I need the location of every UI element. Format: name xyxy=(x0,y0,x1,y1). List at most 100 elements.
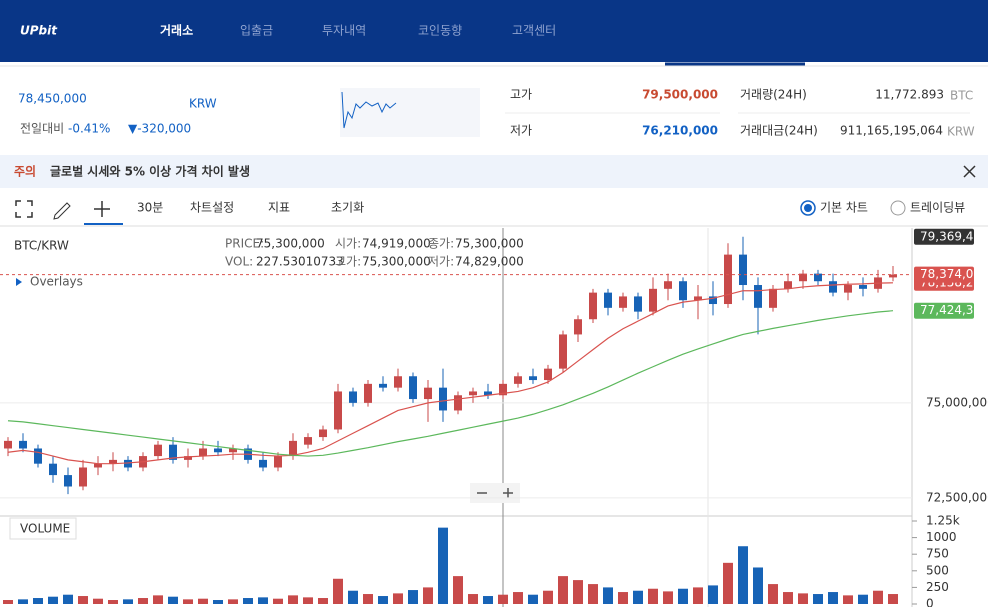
settings-menu[interactable]: 차트설정 xyxy=(190,201,234,215)
volume-bar xyxy=(63,594,73,604)
interval-menu[interactable]: 30분 xyxy=(137,201,163,215)
radio-tradingview[interactable] xyxy=(890,200,906,216)
volume-bar xyxy=(783,592,793,604)
moving-average xyxy=(7,310,894,457)
nav-item[interactable]: 고객센터 xyxy=(512,24,556,38)
volume-bar xyxy=(888,594,898,604)
volume-bar xyxy=(153,595,163,604)
y-tick-label: 75,000,000 xyxy=(926,395,988,409)
change-label: 전일대비 xyxy=(20,122,64,136)
candle-body xyxy=(829,281,837,293)
notice-text: 글로벌 시세와 5% 이상 가격 차이 발생 xyxy=(50,164,250,179)
candle-body xyxy=(259,459,267,468)
candle-body xyxy=(679,281,687,301)
candle-body xyxy=(334,391,342,430)
high-value: 79,500,000 xyxy=(642,88,718,102)
volume-bar xyxy=(168,596,178,604)
value-value: 911,165,195,064 xyxy=(840,124,943,138)
candle-body xyxy=(49,463,57,476)
volume-unit: BTC xyxy=(950,89,973,103)
volume-bar xyxy=(633,590,643,604)
legend-value: 227.53010733 xyxy=(256,255,344,269)
candle-body xyxy=(199,448,207,457)
radio-dot xyxy=(804,204,812,212)
change-amount: ▼-320,000 xyxy=(128,122,191,136)
volume-bar xyxy=(723,562,733,604)
volume-bar xyxy=(603,587,613,604)
vol-tick-label: 500 xyxy=(926,563,949,577)
candle-body xyxy=(229,448,237,453)
candle-body xyxy=(289,440,297,457)
volume-bar xyxy=(843,595,853,604)
candle-body xyxy=(574,319,582,335)
legend-value: 75,300,000 xyxy=(455,237,524,251)
volume-bar xyxy=(408,590,418,604)
vol-tick-label: 250 xyxy=(926,580,949,594)
volume-bar xyxy=(468,594,478,604)
candle-body xyxy=(454,395,462,411)
legend-label: VOL: xyxy=(225,255,253,269)
nav-item[interactable]: 투자내역 xyxy=(322,24,366,38)
nav-item[interactable]: 거래소 xyxy=(160,23,193,38)
legend-label: 종가: xyxy=(428,237,454,251)
volume-bar xyxy=(498,594,508,604)
candle-body xyxy=(814,273,822,282)
volume-bar xyxy=(123,599,133,604)
candle-body xyxy=(484,391,492,396)
volume-bar xyxy=(48,596,58,604)
candle-body xyxy=(364,383,372,403)
legend-value: 74,829,000 xyxy=(455,255,524,269)
legend-label: 저가: xyxy=(428,255,454,269)
candle-body xyxy=(754,285,762,308)
nav-item[interactable]: 코인동향 xyxy=(418,24,462,38)
candle-body xyxy=(19,440,27,449)
draw-button[interactable] xyxy=(53,202,71,220)
candle-body xyxy=(424,387,432,400)
volume-bar xyxy=(228,599,238,604)
candle-body xyxy=(799,273,807,282)
low-label: 저가 xyxy=(510,124,532,138)
volume-bar xyxy=(663,591,673,604)
overlays-toggle[interactable]: Overlays xyxy=(30,275,83,289)
candle-body xyxy=(769,288,777,308)
candle-body xyxy=(889,274,897,278)
low-value: 76,210,000 xyxy=(642,124,718,138)
candle-body xyxy=(499,383,507,396)
vol-tick-label: 0 xyxy=(926,597,934,607)
reset-button[interactable]: 초기화 xyxy=(331,201,364,215)
candle-body xyxy=(604,292,612,308)
volume-bar xyxy=(183,599,193,604)
candle-body xyxy=(349,391,357,403)
candle-body xyxy=(649,288,657,312)
logo[interactable]: UPbit xyxy=(20,24,58,38)
indicators-menu[interactable]: 지표 xyxy=(268,201,290,215)
fullscreen-button[interactable] xyxy=(15,200,33,218)
overlays-arrow[interactable] xyxy=(16,278,22,286)
volume-bar xyxy=(348,590,358,604)
nav-item[interactable]: 입출금 xyxy=(240,24,273,38)
candle-body xyxy=(64,475,72,487)
crosshair-button[interactable] xyxy=(94,201,110,217)
volume-bar xyxy=(363,594,373,604)
volume-bar xyxy=(423,587,433,604)
notice-bar xyxy=(0,155,988,188)
volume-bar xyxy=(198,598,208,604)
price-marker xyxy=(914,228,974,245)
candle-body xyxy=(739,254,747,286)
volume-bar xyxy=(33,598,43,604)
volume-bar xyxy=(558,576,568,604)
symbol: BTC/KRW xyxy=(14,239,69,253)
value-unit: KRW xyxy=(947,125,975,139)
tradingview-option[interactable]: 트레이딩뷰 xyxy=(910,201,965,215)
candle-body xyxy=(439,387,447,411)
candle-body xyxy=(109,459,117,464)
candle-body xyxy=(274,456,282,468)
zoom-buttons[interactable] xyxy=(477,488,513,498)
volume-bar xyxy=(213,600,223,604)
basic-chart-option[interactable]: 기본 차트 xyxy=(820,201,868,215)
volume-bar xyxy=(738,546,748,604)
candle-body xyxy=(304,437,312,445)
close-button[interactable] xyxy=(963,165,976,178)
radio-basic[interactable] xyxy=(800,200,816,216)
